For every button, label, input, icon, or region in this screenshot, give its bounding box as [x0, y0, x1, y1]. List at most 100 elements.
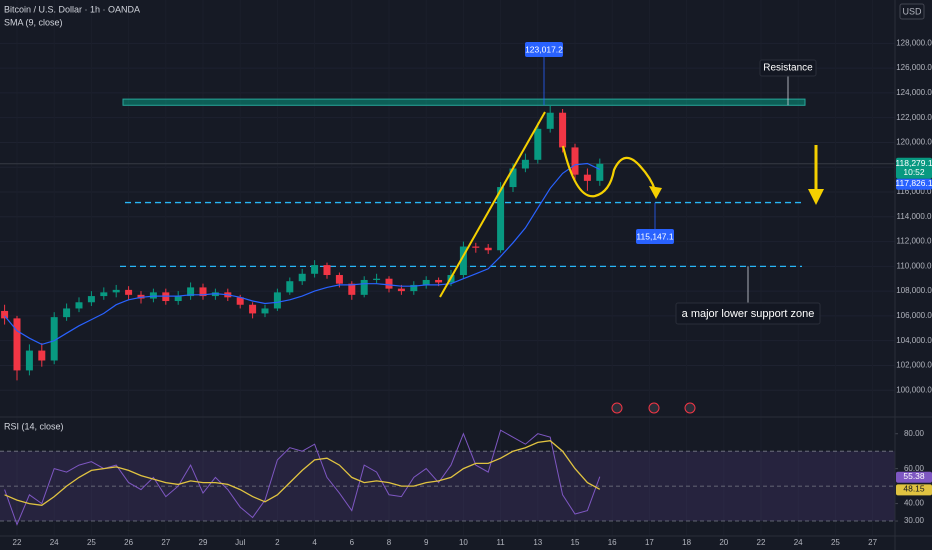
candle-body — [534, 128, 542, 160]
candle-body — [360, 279, 368, 295]
candle-body — [335, 275, 343, 284]
countdown: 10:52 — [903, 167, 925, 177]
support-label: a major lower support zone — [682, 308, 815, 320]
event-icon[interactable] — [648, 402, 660, 414]
candle-body — [100, 292, 108, 297]
x-tick-label: 8 — [387, 538, 392, 547]
down-arrow-head — [808, 189, 824, 205]
candle-body — [261, 308, 269, 314]
candle-body — [385, 278, 393, 289]
candle-body — [459, 246, 467, 276]
x-tick-label: 15 — [571, 538, 580, 547]
candle-body — [596, 163, 604, 181]
x-tick-label: 27 — [161, 538, 170, 547]
sma-tag-label: 117,826.1 — [895, 178, 932, 188]
rsi-line — [4, 440, 601, 506]
resistance-label: Resistance — [763, 63, 813, 74]
zone-layer — [0, 98, 895, 522]
marks-layer — [1, 105, 604, 526]
rsi-tick-label: 40.00 — [904, 499, 925, 508]
x-tick-label: 24 — [50, 538, 59, 547]
candle-body — [50, 317, 58, 361]
candle-body — [137, 294, 145, 299]
event-icon[interactable] — [684, 402, 696, 414]
candle-body — [149, 292, 157, 299]
x-tick-label: 22 — [757, 538, 766, 547]
x-tick-label: 18 — [682, 538, 691, 547]
candle-body — [373, 278, 381, 280]
last-price-label: 118,279.1 — [895, 158, 932, 168]
rsi-tag-label: 48.15 — [903, 484, 925, 494]
candle-body — [13, 318, 21, 371]
sma-line — [4, 162, 601, 346]
candle-body — [38, 350, 46, 361]
candle-body — [484, 247, 492, 251]
arrow-head — [649, 186, 662, 199]
candle-body — [199, 287, 207, 297]
drawings — [439, 111, 824, 414]
x-tick-label: 25 — [831, 538, 840, 547]
rsi-tick-label: 80.00 — [904, 429, 925, 438]
candle-body — [25, 350, 33, 371]
rsi-tick-label: 60.00 — [904, 464, 925, 473]
y-tick-label: 114,000.0 — [897, 212, 932, 221]
x-tick-label: 16 — [608, 538, 617, 547]
annotations: Resistance a major lower support zone 115,… — [525, 42, 821, 325]
candle-body — [125, 289, 133, 295]
x-tick-label: 20 — [719, 538, 728, 547]
candle-body — [546, 112, 554, 129]
candle-body — [410, 284, 418, 292]
candle-body — [435, 279, 443, 283]
x-tick-label: 11 — [496, 538, 505, 547]
target-label: 115,147.1 — [636, 231, 673, 241]
candle-body — [397, 288, 405, 292]
axis-layer: 100,000.0 102,000.0 104,000.0 106,000.0 108,… — [13, 38, 932, 547]
x-tick-label: 2 — [275, 538, 280, 547]
legend-sma: SMA (9, close) — [4, 17, 63, 27]
candle-body — [422, 279, 430, 285]
last-price-tag — [896, 157, 932, 179]
resistance-box — [759, 59, 817, 77]
trend-line — [439, 111, 546, 298]
y-tick-label: 108,000.0 — [896, 286, 932, 295]
candle-body — [323, 265, 331, 276]
candle-body — [174, 296, 182, 302]
candle-body — [583, 174, 591, 181]
chart-title: Bitcoin / U.S. Dollar · 1h · OANDA — [4, 4, 140, 14]
y-tick-label: 122,000.0 — [896, 113, 932, 122]
x-tick-label: 4 — [312, 538, 317, 547]
currency: USD — [902, 6, 922, 16]
y-tick-label: 124,000.0 — [896, 88, 932, 97]
resistance-zone — [122, 98, 806, 106]
y-tick-label: 110,000.0 — [897, 261, 932, 270]
x-tick-label: 29 — [199, 538, 208, 547]
x-tick-label: 10 — [459, 538, 468, 547]
candle-body — [497, 187, 505, 251]
peak-box — [525, 42, 563, 57]
candle-body — [298, 273, 306, 282]
y-tick-label: 116,000.0 — [897, 187, 932, 196]
candle-body — [509, 168, 517, 188]
x-tick-label: 22 — [13, 538, 22, 547]
candle-body — [521, 159, 529, 169]
candle-body — [348, 283, 356, 295]
projection-curve — [561, 145, 657, 198]
y-tick-label: 126,000.0 — [896, 63, 932, 72]
candle-body — [571, 147, 579, 175]
peak-label: 123,017.2 — [525, 44, 563, 54]
candle-body — [87, 296, 95, 303]
event-icon[interactable] — [611, 402, 623, 414]
rsi-tag — [896, 484, 932, 496]
y-tick-label: 120,000.0 — [896, 138, 932, 147]
legend-rsi: RSI (14, close) — [4, 421, 64, 431]
candle-body — [211, 292, 219, 297]
target-box — [636, 229, 674, 244]
currency-box[interactable] — [899, 3, 925, 20]
y-tick-label: 128,000.0 — [896, 38, 932, 47]
x-tick-label: 26 — [124, 538, 133, 547]
x-tick-label: Jul — [235, 538, 245, 547]
sma-tag — [896, 178, 932, 190]
support-box — [675, 302, 821, 325]
x-tick-label: 27 — [868, 538, 877, 547]
